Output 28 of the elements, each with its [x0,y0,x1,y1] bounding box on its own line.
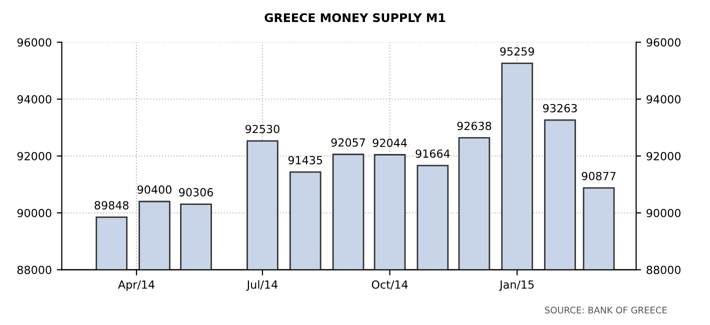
data-label: 92530 [245,124,280,134]
data-label: 95259 [500,47,534,56]
y-tick-label: 92000 [17,152,52,160]
data-label: 90877 [582,172,616,180]
data-label: 92638 [457,122,492,130]
source-note: SOURCE: BANK OF GREECE [545,306,667,314]
y-tick-label: 96000 [17,38,52,47]
y-tick-label: 90000 [17,208,52,218]
data-label: 93263 [543,104,577,112]
chart-title: GREECE MONEY SUPPLY M1 [264,13,446,22]
x-tick-label: Apr/14 [118,280,154,291]
y2-tick-label: 96000 [646,38,680,47]
x-tick-label: Jul/14 [246,280,278,291]
data-label: 90400 [138,185,172,194]
y-tick-label: 88000 [17,266,52,274]
data-label: 90306 [179,188,213,196]
y2-tick-label: 90000 [646,208,680,218]
y2-tick-label: 94000 [646,95,680,104]
y2-tick-label: 92000 [646,152,680,160]
x-tick-label: Oct/14 [372,280,408,290]
y2-tick-label: 88000 [646,266,680,274]
data-label: 92057 [331,138,365,147]
data-label: 91664 [416,149,450,158]
data-label: 91435 [288,156,322,164]
data-label: 89848 [94,201,129,210]
x-tick-label: Jan/15 [499,280,534,291]
data-label: 92044 [372,138,407,148]
y-tick-label: 94000 [17,95,52,104]
